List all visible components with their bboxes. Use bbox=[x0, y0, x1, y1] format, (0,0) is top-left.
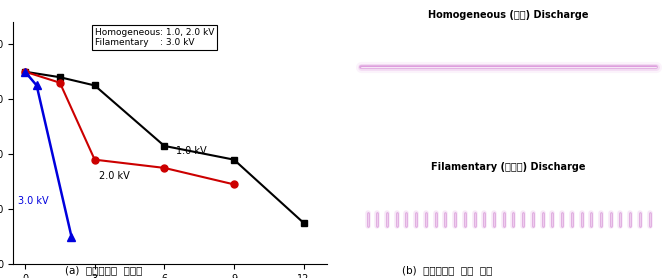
Text: 2.0 kV: 2.0 kV bbox=[99, 171, 130, 181]
Text: 1.0 kV: 1.0 kV bbox=[176, 146, 206, 156]
Text: (a)  운전조건별  친수도: (a) 운전조건별 친수도 bbox=[65, 265, 143, 275]
Text: (b)  운전조건별  방전  모드: (b) 운전조건별 방전 모드 bbox=[402, 265, 492, 275]
Text: 3.0 kV: 3.0 kV bbox=[18, 196, 48, 206]
Title: Filamentary (비근일) Discharge: Filamentary (비근일) Discharge bbox=[431, 162, 586, 172]
Text: Homogeneous: 1.0, 2.0 kV
Filamentary    : 3.0 kV: Homogeneous: 1.0, 2.0 kV Filamentary : 3… bbox=[95, 28, 214, 47]
Title: Homogeneous (근일) Discharge: Homogeneous (근일) Discharge bbox=[428, 10, 589, 20]
